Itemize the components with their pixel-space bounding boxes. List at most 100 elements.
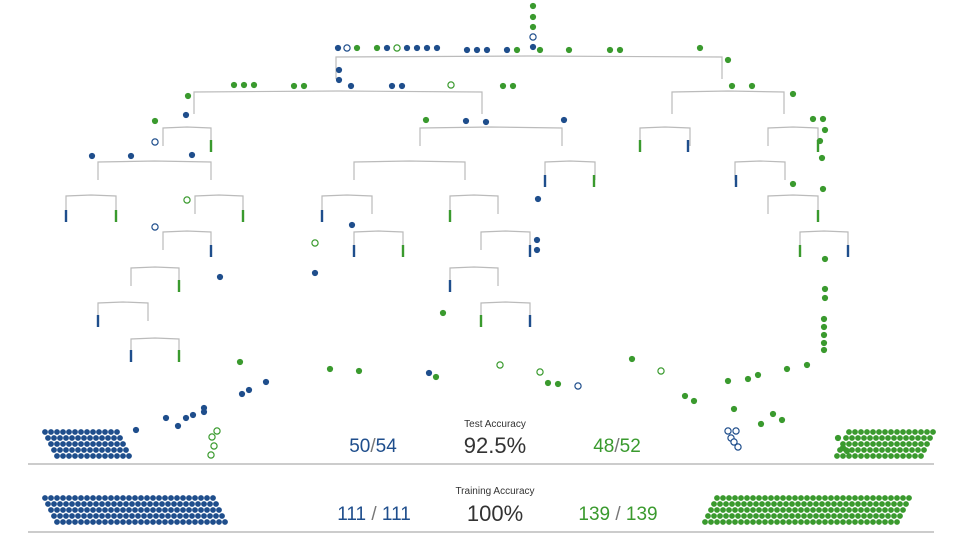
sample-dot bbox=[529, 2, 537, 10]
leaf-marker bbox=[816, 140, 820, 152]
sample-dot bbox=[821, 126, 829, 134]
training-pile-class-a-dot bbox=[132, 507, 138, 513]
test-pile-class-b-dot bbox=[912, 453, 918, 459]
leaf-marker bbox=[177, 280, 181, 292]
training-pile-class-b-dot bbox=[735, 501, 741, 507]
test-pile-class-b-dot bbox=[906, 453, 912, 459]
sample-dot bbox=[245, 386, 253, 394]
misclassified-sample bbox=[343, 44, 351, 52]
sample-dot bbox=[730, 405, 738, 413]
training-pile-class-b-dot bbox=[744, 495, 750, 501]
sample-dot bbox=[529, 13, 537, 21]
test-pile-class-a-dot bbox=[120, 441, 126, 447]
sample-dot bbox=[513, 46, 521, 54]
sample-dot bbox=[483, 46, 491, 54]
sample-dot bbox=[326, 365, 334, 373]
training-pile-class-a-dot bbox=[84, 519, 90, 525]
training-pile-class-b-dot bbox=[804, 519, 810, 525]
test-pile-class-a-dot bbox=[108, 453, 114, 459]
test-pile-class-a-dot bbox=[75, 447, 81, 453]
test-pile-class-b-dot bbox=[894, 453, 900, 459]
sample-dot bbox=[238, 390, 246, 398]
training-pile-class-b-dot bbox=[768, 519, 774, 525]
test-pile-class-b-dot bbox=[855, 435, 861, 441]
training-pile-class-a-dot bbox=[48, 495, 54, 501]
training-pile-class-b-dot bbox=[816, 507, 822, 513]
training-pile-class-b-dot bbox=[828, 495, 834, 501]
training-pile-class-a-dot bbox=[84, 495, 90, 501]
sample-dot bbox=[423, 44, 431, 52]
split-node bbox=[799, 230, 849, 250]
test-pile-class-a-dot bbox=[42, 429, 48, 435]
test-class-a-total: 54 bbox=[375, 436, 397, 457]
training-pile-class-a-dot bbox=[153, 513, 159, 519]
sample-dot bbox=[182, 414, 190, 422]
sample-dot bbox=[347, 82, 355, 90]
training-pile-class-a-dot bbox=[204, 495, 210, 501]
test-pile-class-a-dot bbox=[102, 429, 108, 435]
test-pile-class-b-dot bbox=[894, 441, 900, 447]
test-pile-class-b-dot bbox=[864, 429, 870, 435]
training-pile-class-b-dot bbox=[867, 513, 873, 519]
training-pile-class-a-dot bbox=[72, 495, 78, 501]
test-pile-class-a-dot bbox=[108, 429, 114, 435]
sample-dot bbox=[403, 44, 411, 52]
sample-dot bbox=[240, 81, 248, 89]
training-pile-class-b-dot bbox=[753, 513, 759, 519]
test-pile-class-a-dot bbox=[69, 435, 75, 441]
sample-dot bbox=[388, 82, 396, 90]
misclassified-sample bbox=[574, 382, 582, 390]
sample-dot bbox=[533, 236, 541, 244]
test-pile-class-a-dot bbox=[123, 447, 129, 453]
sample-dot bbox=[482, 118, 490, 126]
test-pile-class-b-dot bbox=[888, 441, 894, 447]
test-pile-class-b-dot bbox=[930, 429, 936, 435]
sample-dot bbox=[132, 426, 140, 434]
leaf-marker bbox=[209, 140, 213, 152]
sample-dot bbox=[544, 379, 552, 387]
training-pile-class-a-dot bbox=[207, 501, 213, 507]
test-pile-class-a-dot bbox=[72, 429, 78, 435]
training-pile-class-a-dot bbox=[183, 513, 189, 519]
training-pile-class-b-dot bbox=[708, 507, 714, 513]
training-pile-class-b-dot bbox=[765, 501, 771, 507]
training-pile-class-a-dot bbox=[99, 513, 105, 519]
test-pile-class-b-dot bbox=[876, 429, 882, 435]
training-pile-class-b-dot bbox=[717, 513, 723, 519]
test-pile-class-a-dot bbox=[105, 447, 111, 453]
training-pile-class-b-dot bbox=[759, 501, 765, 507]
training-pile-class-b-dot bbox=[747, 501, 753, 507]
split-node bbox=[671, 90, 785, 114]
training-pile-class-b-dot bbox=[783, 501, 789, 507]
training-pile-class-b-dot bbox=[798, 519, 804, 525]
test-class-a-correct: 50 bbox=[349, 436, 371, 457]
training-pile-class-b-dot bbox=[738, 495, 744, 501]
test-pile-class-b-dot bbox=[867, 447, 873, 453]
training-pile-class-b-dot bbox=[720, 495, 726, 501]
sample-dot bbox=[821, 285, 829, 293]
split-node bbox=[97, 160, 212, 180]
training-class-a-total: 111 bbox=[381, 504, 411, 525]
training-pile-class-b-dot bbox=[891, 513, 897, 519]
training-pile-class-b-dot bbox=[849, 513, 855, 519]
training-pile-class-b-dot bbox=[843, 501, 849, 507]
sample-dot bbox=[816, 137, 824, 145]
training-pile-class-b-dot bbox=[870, 495, 876, 501]
leaf-marker bbox=[448, 210, 452, 222]
misclassified-sample bbox=[151, 138, 159, 146]
training-pile-class-a-dot bbox=[207, 513, 213, 519]
training-pile-class-a-dot bbox=[168, 519, 174, 525]
training-pile-class-a-dot bbox=[150, 507, 156, 513]
training-pile-class-a-dot bbox=[123, 501, 129, 507]
training-pile-class-a-dot bbox=[45, 501, 51, 507]
training-pile-class-b-dot bbox=[774, 507, 780, 513]
training-pile-class-a-dot bbox=[174, 519, 180, 525]
training-pile-class-b-dot bbox=[747, 513, 753, 519]
split-node bbox=[353, 160, 466, 180]
training-pile-class-a-dot bbox=[111, 513, 117, 519]
sample-dot bbox=[189, 411, 197, 419]
split-node bbox=[162, 126, 212, 146]
training-pile-class-a-dot bbox=[186, 519, 192, 525]
training-pile-class-a-dot bbox=[198, 495, 204, 501]
sample-dot bbox=[560, 116, 568, 124]
